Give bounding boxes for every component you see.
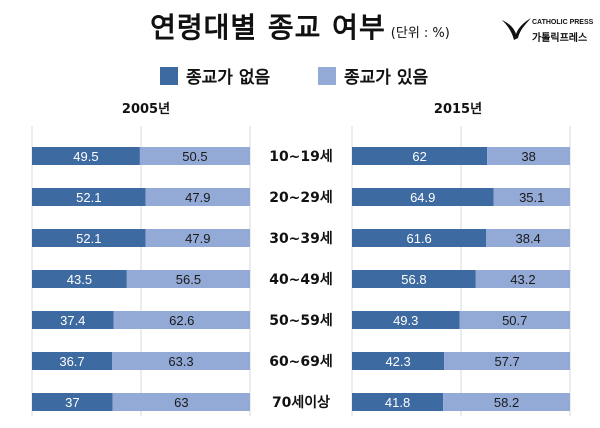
data-label-2015년-20~29세-no-religion: 64.9 xyxy=(410,190,435,205)
data-label-2015년-70세이상-no-religion: 41.8 xyxy=(385,395,410,410)
data-label-2005년-10~19세-religion: 50.5 xyxy=(182,149,207,164)
bar-2005년-50~59세-no-religion xyxy=(32,311,114,329)
legend: 종교가 없음 종교가 있음 xyxy=(0,63,600,89)
bar-2005년-30~39세-religion xyxy=(145,229,250,247)
data-label-2015년-60~69세-no-religion: 42.3 xyxy=(385,354,410,369)
category-label-1: 20~29세 xyxy=(269,190,333,206)
data-label-2015년-60~69세-religion: 57.7 xyxy=(494,354,519,369)
catholic-press-logo: CATHOLIC PRESS 가톨릭프레스 xyxy=(500,16,596,44)
data-label-2005년-50~59세-no-religion: 37.4 xyxy=(60,313,85,328)
bar-2005년-50~59세-religion xyxy=(113,311,250,329)
bar-2015년-10~19세-no-religion xyxy=(352,147,488,165)
legend-item-religion: 종교가 있음 xyxy=(318,63,428,88)
bar-2005년-60~69세-no-religion xyxy=(32,352,113,370)
bar-2015년-40~49세-religion xyxy=(475,270,570,288)
bar-2015년-50~59세-religion xyxy=(459,311,570,329)
panel-year-2015: 2015년 xyxy=(433,102,483,117)
category-label-3: 40~49세 xyxy=(269,272,333,288)
bar-2005년-60~69세-religion xyxy=(112,352,250,370)
data-label-2005년-10~19세-no-religion: 49.5 xyxy=(73,149,98,164)
data-label-2005년-40~49세-religion: 56.5 xyxy=(176,272,201,287)
data-label-2015년-10~19세-no-religion: 62 xyxy=(412,149,426,164)
title-main: 연령대별 종교 여부 xyxy=(150,11,386,44)
data-label-2015년-70세이상-religion: 58.2 xyxy=(494,395,519,410)
bar-2005년-70세이상-no-religion xyxy=(32,393,113,411)
data-label-2005년-60~69세-religion: 63.3 xyxy=(168,354,193,369)
bar-2015년-30~39세-religion xyxy=(486,229,570,247)
logo-text-en: CATHOLIC PRESS xyxy=(532,19,594,26)
data-label-2015년-10~19세-religion: 38 xyxy=(521,149,535,164)
data-label-2005년-30~39세-no-religion: 52.1 xyxy=(76,231,101,246)
data-label-2015년-20~29세-religion: 35.1 xyxy=(519,190,544,205)
data-label-2015년-40~49세-no-religion: 56.8 xyxy=(401,272,426,287)
data-label-2005년-40~49세-no-religion: 43.5 xyxy=(67,272,92,287)
bar-2015년-30~39세-no-religion xyxy=(352,229,487,247)
bar-2005년-20~29세-no-religion xyxy=(32,188,146,206)
data-label-2005년-60~69세-no-religion: 36.7 xyxy=(59,354,84,369)
bar-2015년-20~29세-religion xyxy=(493,188,570,206)
bar-2005년-30~39세-no-religion xyxy=(32,229,146,247)
data-label-2015년-50~59세-religion: 50.7 xyxy=(502,313,527,328)
bar-2005년-70세이상-religion xyxy=(112,393,250,411)
chart-title: 연령대별 종교 여부 (단위 : %) xyxy=(0,6,600,46)
legend-label-religion: 종교가 있음 xyxy=(344,68,429,88)
bar-2015년-70세이상-no-religion xyxy=(352,393,444,411)
bar-2015년-60~69세-religion xyxy=(444,352,570,370)
data-label-2005년-20~29세-no-religion: 52.1 xyxy=(76,190,101,205)
title-unit: (단위 : %) xyxy=(390,26,450,41)
panel-year-2005: 2005년 xyxy=(121,102,171,117)
logo-text-ko: 가톨릭프레스 xyxy=(532,33,588,44)
category-label-0: 10~19세 xyxy=(269,149,333,165)
bar-2005년-40~49세-religion xyxy=(126,270,250,288)
bar-2015년-10~19세-religion xyxy=(487,147,570,165)
category-label-2: 30~39세 xyxy=(269,231,333,247)
legend-swatch-religion xyxy=(318,66,336,85)
bar-2015년-60~69세-no-religion xyxy=(352,352,445,370)
data-label-2005년-20~29세-religion: 47.9 xyxy=(185,190,210,205)
bar-2015년-40~49세-no-religion xyxy=(352,270,476,288)
data-label-2015년-40~49세-religion: 43.2 xyxy=(510,272,535,287)
data-label-2005년-70세이상-religion: 63 xyxy=(174,395,188,410)
legend-item-no-religion: 종교가 없음 xyxy=(160,63,270,88)
category-label-6: 70세이상 xyxy=(272,394,330,411)
bar-2005년-10~19세-no-religion xyxy=(32,147,140,165)
category-label-4: 50~59세 xyxy=(269,313,333,329)
legend-swatch-no-religion xyxy=(160,66,178,85)
category-label-5: 60~69세 xyxy=(269,354,333,370)
bar-2015년-70세이상-religion xyxy=(443,393,570,411)
bar-2005년-40~49세-no-religion xyxy=(32,270,127,288)
bar-2015년-20~29세-no-religion xyxy=(352,188,494,206)
bar-2005년-20~29세-religion xyxy=(145,188,250,206)
legend-label-no-religion: 종교가 없음 xyxy=(186,68,271,88)
data-label-2005년-50~59세-religion: 62.6 xyxy=(169,313,194,328)
data-label-2005년-30~39세-religion: 47.9 xyxy=(185,231,210,246)
bird-logo-icon xyxy=(502,18,531,40)
data-label-2015년-50~59세-no-religion: 49.3 xyxy=(393,313,418,328)
bar-2005년-10~19세-religion xyxy=(139,147,250,165)
data-label-2015년-30~39세-no-religion: 61.6 xyxy=(406,231,431,246)
data-label-2015년-30~39세-religion: 38.4 xyxy=(515,231,540,246)
data-label-2005년-70세이상-no-religion: 37 xyxy=(65,395,79,410)
bar-2015년-50~59세-no-religion xyxy=(352,311,460,329)
